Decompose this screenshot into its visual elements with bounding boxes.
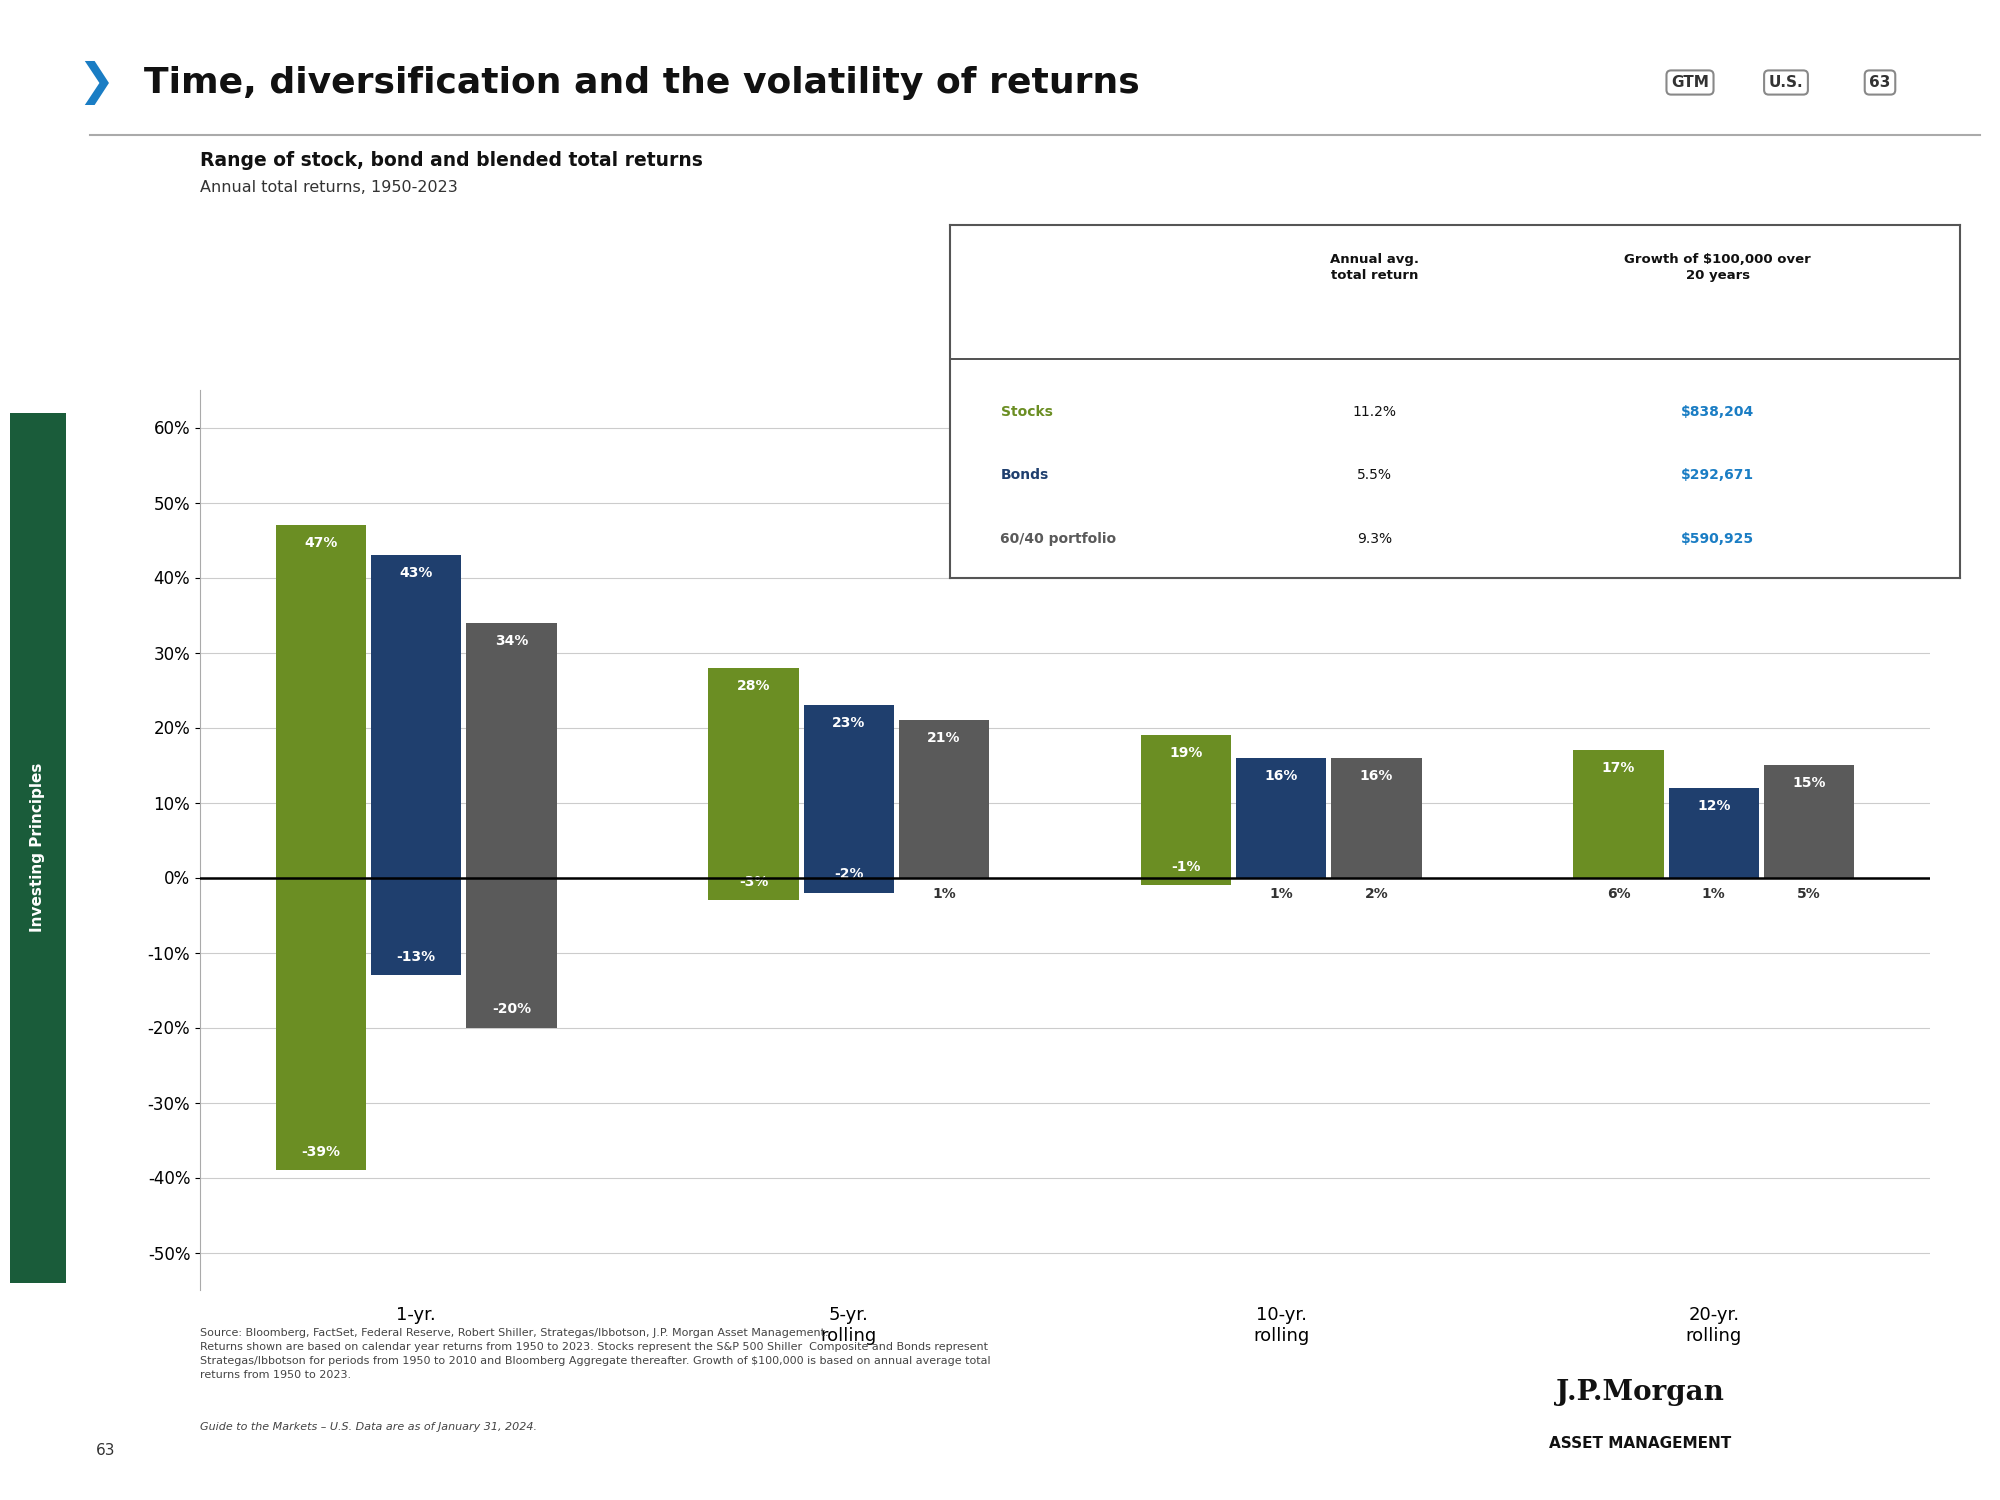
Text: 2%: 2%	[1364, 886, 1388, 900]
Bar	[1236, 758, 1326, 878]
Bar	[1140, 735, 1232, 878]
Bar	[372, 878, 462, 975]
Bar	[276, 878, 366, 1170]
Text: -20%: -20%	[492, 1002, 530, 1017]
Text: ASSET MANAGEMENT: ASSET MANAGEMENT	[1548, 1436, 1732, 1450]
Text: 5.5%: 5.5%	[1356, 468, 1392, 483]
Bar	[898, 720, 990, 878]
Text: Range of stock, bond and blended total returns: Range of stock, bond and blended total r…	[200, 152, 702, 171]
Text: 19%: 19%	[1170, 747, 1202, 760]
Text: Investing Principles: Investing Principles	[30, 764, 46, 932]
Text: Time, diversification and the volatility of returns: Time, diversification and the volatility…	[144, 66, 1140, 99]
Bar	[708, 668, 798, 878]
Text: 12%: 12%	[1696, 798, 1730, 813]
Bar	[804, 705, 894, 878]
Bar	[804, 878, 894, 892]
Bar	[466, 878, 556, 1028]
Bar	[372, 555, 462, 878]
Text: 43%: 43%	[400, 567, 432, 580]
Text: 5%: 5%	[1798, 886, 1820, 900]
Text: Annual avg.
total return: Annual avg. total return	[1330, 254, 1418, 282]
Text: Guide to the Markets – U.S. Data are as of January 31, 2024.: Guide to the Markets – U.S. Data are as …	[200, 1422, 536, 1432]
Text: GTM: GTM	[1672, 75, 1708, 90]
Text: 63: 63	[96, 1443, 116, 1458]
Bar	[276, 525, 366, 878]
Bar	[1668, 788, 1758, 877]
Text: 15%: 15%	[1792, 777, 1826, 790]
Text: Bonds: Bonds	[1000, 468, 1048, 483]
Text: 6%: 6%	[1606, 886, 1630, 900]
FancyBboxPatch shape	[8, 369, 68, 1326]
Bar	[1764, 765, 1854, 877]
Text: 16%: 16%	[1360, 768, 1394, 783]
Text: $590,925: $590,925	[1682, 531, 1754, 546]
Bar	[1574, 750, 1664, 878]
Text: -3%: -3%	[738, 874, 768, 888]
Text: 1%: 1%	[1702, 886, 1726, 900]
Bar	[708, 878, 798, 900]
Text: -1%: -1%	[1172, 859, 1200, 873]
Text: 34%: 34%	[494, 633, 528, 648]
Text: $292,671: $292,671	[1682, 468, 1754, 483]
Text: Source: Bloomberg, FactSet, Federal Reserve, Robert Shiller, Strategas/Ibbotson,: Source: Bloomberg, FactSet, Federal Rese…	[200, 1328, 990, 1380]
Text: $838,204: $838,204	[1680, 405, 1754, 418]
Bar	[1140, 878, 1232, 885]
Text: -39%: -39%	[302, 1144, 340, 1158]
Text: 11.2%: 11.2%	[1352, 405, 1396, 418]
Text: ❯: ❯	[78, 60, 114, 105]
Text: J.P.Morgan: J.P.Morgan	[1556, 1378, 1724, 1406]
Text: 17%: 17%	[1602, 762, 1636, 776]
Text: 1%: 1%	[1270, 886, 1294, 900]
Text: 16%: 16%	[1264, 768, 1298, 783]
Text: 28%: 28%	[736, 678, 770, 693]
Text: 63: 63	[1870, 75, 1890, 90]
Text: 9.3%: 9.3%	[1356, 531, 1392, 546]
Bar	[1332, 758, 1422, 878]
Text: 47%: 47%	[304, 537, 338, 550]
Text: -2%: -2%	[834, 867, 864, 882]
Bar	[466, 622, 556, 878]
Text: Growth of $100,000 over
20 years: Growth of $100,000 over 20 years	[1624, 254, 1810, 282]
Text: 1%: 1%	[932, 886, 956, 900]
Text: 23%: 23%	[832, 717, 866, 730]
Text: 21%: 21%	[928, 732, 960, 746]
Text: Annual total returns, 1950-2023: Annual total returns, 1950-2023	[200, 180, 458, 195]
Text: Stocks: Stocks	[1000, 405, 1052, 418]
Text: 60/40 portfolio: 60/40 portfolio	[1000, 531, 1116, 546]
Text: U.S.: U.S.	[1768, 75, 1804, 90]
Text: -13%: -13%	[396, 950, 436, 964]
